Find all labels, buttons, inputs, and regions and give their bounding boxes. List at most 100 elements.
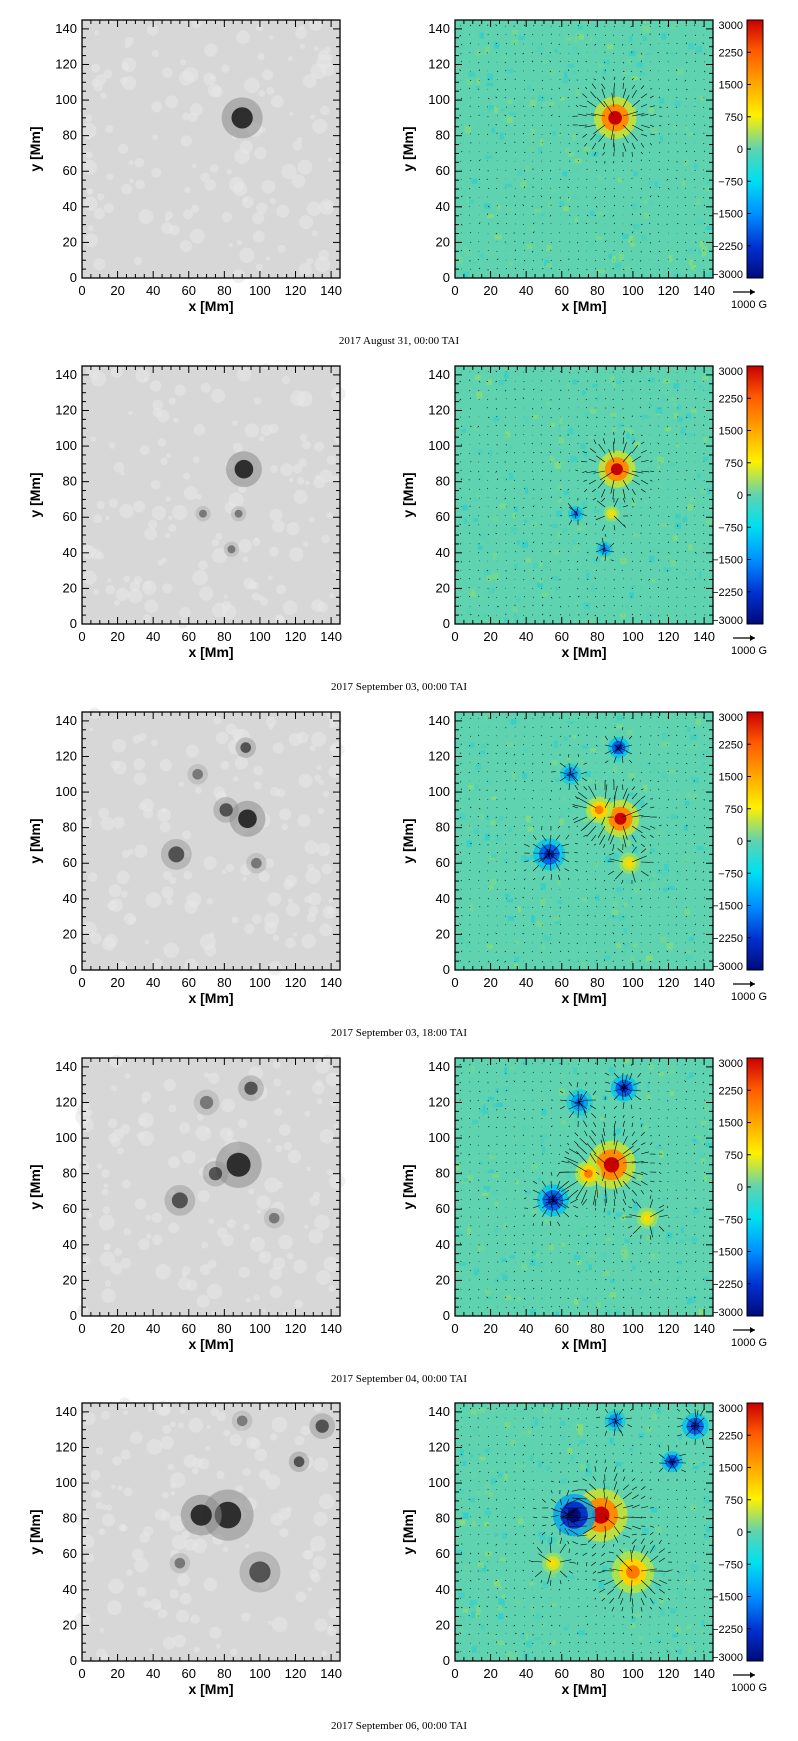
colorbar-tick-label: −750 bbox=[718, 176, 743, 188]
polarity-patch bbox=[609, 511, 615, 517]
polarity-patch bbox=[592, 1506, 610, 1524]
y-tick-label: 40 bbox=[63, 1582, 77, 1597]
spot-umbra bbox=[238, 809, 257, 829]
reference-arrow-label: 1000 G bbox=[731, 1337, 767, 1349]
y-tick-label: 0 bbox=[443, 962, 450, 977]
y-tick-label: 60 bbox=[63, 1201, 77, 1216]
y-tick-label: 80 bbox=[436, 474, 450, 489]
plot-frame bbox=[81, 19, 341, 279]
y-tick-label: 0 bbox=[443, 616, 450, 631]
x-tick-label: 20 bbox=[110, 975, 124, 990]
colorbar-tick-label: −3000 bbox=[712, 615, 743, 627]
y-tick-label: 20 bbox=[63, 1272, 77, 1287]
continuum-image bbox=[74, 1397, 340, 1664]
x-axis-label: x [Mm] bbox=[561, 1336, 606, 1352]
polarity-patch bbox=[603, 1157, 620, 1173]
y-axis-label: y [Mm] bbox=[27, 1164, 43, 1209]
y-tick-label: 60 bbox=[436, 509, 450, 524]
panel-caption: 2017 August 31, 00:00 TAI bbox=[338, 335, 460, 347]
x-tick-label: 120 bbox=[285, 975, 307, 990]
y-tick-label: 80 bbox=[436, 128, 450, 143]
y-tick-label: 100 bbox=[55, 438, 77, 453]
colorbar-tick-label: 1500 bbox=[719, 1118, 743, 1130]
x-tick-label: 20 bbox=[483, 1666, 497, 1681]
y-tick-label: 0 bbox=[70, 616, 77, 631]
reference-arrow-label: 1000 G bbox=[731, 1682, 767, 1694]
colorbar-tick-label: 2250 bbox=[719, 1430, 743, 1442]
x-tick-label: 40 bbox=[146, 1321, 160, 1336]
x-tick-label: 40 bbox=[146, 1666, 160, 1681]
x-tick-label: 140 bbox=[320, 975, 342, 990]
continuum-image bbox=[80, 17, 340, 284]
y-tick-label: 100 bbox=[428, 92, 450, 107]
y-tick-label: 40 bbox=[436, 1237, 450, 1252]
x-axis-label: x [Mm] bbox=[188, 298, 233, 314]
colorbar-tick-label: 750 bbox=[725, 112, 743, 124]
spot-umbra bbox=[249, 1561, 271, 1583]
transverse-field-vectors bbox=[459, 24, 706, 271]
y-axis-label: y [Mm] bbox=[400, 1164, 416, 1209]
y-tick-label: 100 bbox=[428, 784, 450, 799]
y-tick-label: 60 bbox=[436, 1201, 450, 1216]
y-tick-label: 60 bbox=[436, 163, 450, 178]
spot-umbra bbox=[190, 1504, 212, 1526]
x-tick-label: 140 bbox=[320, 1321, 342, 1336]
x-axis-label: x [Mm] bbox=[188, 1336, 233, 1352]
spot-penumbra bbox=[263, 1207, 285, 1229]
x-tick-label: 60 bbox=[555, 975, 569, 990]
magnetogram-image bbox=[455, 366, 714, 625]
y-tick-label: 20 bbox=[436, 1272, 450, 1287]
x-tick-label: 80 bbox=[217, 283, 231, 298]
y-tick-label: 80 bbox=[63, 128, 77, 143]
x-axis-label: x [Mm] bbox=[561, 644, 606, 660]
x-axis-label: x [Mm] bbox=[561, 1681, 606, 1697]
colorbar-tick-label: −1500 bbox=[712, 555, 743, 567]
y-tick-label: 140 bbox=[428, 1404, 450, 1419]
x-tick-label: 100 bbox=[249, 283, 271, 298]
y-tick-label: 20 bbox=[436, 234, 450, 249]
polarity-patch bbox=[610, 463, 623, 476]
colorbar-tick-label: 750 bbox=[725, 1495, 743, 1507]
y-tick-label: 80 bbox=[436, 820, 450, 835]
x-tick-label: 40 bbox=[146, 975, 160, 990]
transverse-field-vectors bbox=[459, 1062, 706, 1309]
x-tick-label: 100 bbox=[622, 975, 644, 990]
continuum-image bbox=[75, 1054, 345, 1317]
y-tick-label: 100 bbox=[55, 1130, 77, 1145]
reference-arrow-label: 1000 G bbox=[731, 645, 767, 657]
spot-umbra bbox=[251, 857, 262, 869]
spot-umbra bbox=[214, 1501, 242, 1529]
colorbar-tick-label: −3000 bbox=[712, 269, 743, 281]
spot-umbra bbox=[199, 1095, 214, 1110]
y-tick-label: 140 bbox=[428, 713, 450, 728]
x-tick-label: 100 bbox=[622, 283, 644, 298]
y-axis-label: y [Mm] bbox=[27, 472, 43, 517]
spot-penumbra bbox=[231, 1410, 253, 1432]
colorbar-tick-label: 3000 bbox=[719, 20, 743, 32]
colorbar-tick-label: −1500 bbox=[712, 209, 743, 221]
reference-arrow: 1000 G bbox=[731, 981, 767, 1003]
colorbar-tick-label: 1500 bbox=[719, 80, 743, 92]
colorbar-tick-label: 1500 bbox=[719, 1463, 743, 1475]
y-tick-label: 140 bbox=[55, 713, 77, 728]
spot-umbra bbox=[293, 1456, 305, 1468]
y-tick-label: 60 bbox=[63, 163, 77, 178]
x-tick-label: 140 bbox=[320, 283, 342, 298]
x-axis-label: x [Mm] bbox=[188, 644, 233, 660]
x-tick-label: 80 bbox=[217, 1666, 231, 1681]
y-tick-label: 40 bbox=[63, 1237, 77, 1252]
x-tick-label: 120 bbox=[658, 629, 680, 644]
x-tick-label: 0 bbox=[78, 1666, 85, 1681]
x-tick-label: 20 bbox=[110, 1321, 124, 1336]
polarity-patch bbox=[625, 859, 633, 867]
spot-umbra bbox=[234, 459, 254, 479]
plot-frame bbox=[454, 711, 714, 971]
x-tick-label: 80 bbox=[590, 1321, 604, 1336]
colorbar-tick-label: 2250 bbox=[719, 393, 743, 405]
x-tick-label: 140 bbox=[320, 629, 342, 644]
colorbar-tick-label: −1500 bbox=[712, 1247, 743, 1259]
y-tick-label: 120 bbox=[428, 56, 450, 71]
colorbar-tick-label: −2250 bbox=[712, 1279, 743, 1291]
y-tick-label: 0 bbox=[443, 270, 450, 285]
x-tick-label: 120 bbox=[285, 629, 307, 644]
